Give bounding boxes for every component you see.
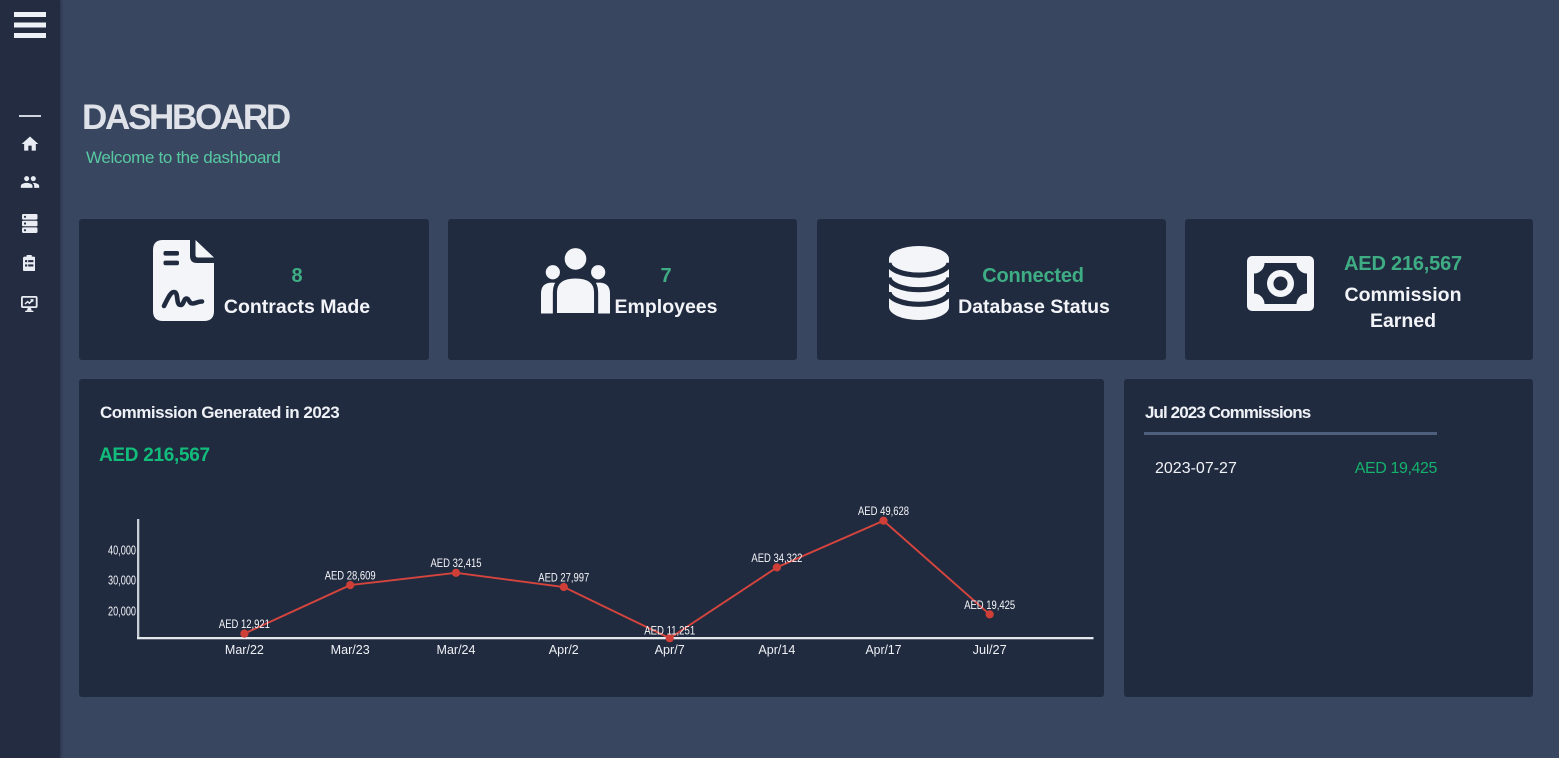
svg-text:Apr/17: Apr/17 [866,643,902,657]
svg-text:AED 27,997: AED 27,997 [538,573,589,585]
svg-text:AED 19,425: AED 19,425 [964,600,1015,612]
svg-text:40,000: 40,000 [108,543,136,558]
svg-text:AED 11,251: AED 11,251 [644,626,695,638]
svg-text:20,000: 20,000 [108,604,136,619]
svg-text:Apr/14: Apr/14 [758,643,795,657]
svg-text:Apr/7: Apr/7 [655,643,685,657]
svg-text:30,000: 30,000 [108,573,136,588]
svg-text:AED 12,921: AED 12,921 [219,619,270,631]
svg-text:AED 28,609: AED 28,609 [325,571,376,583]
svg-text:AED 32,415: AED 32,415 [431,558,482,570]
svg-text:Mar/23: Mar/23 [331,643,370,657]
svg-text:Mar/22: Mar/22 [225,643,264,657]
svg-text:Jul/27: Jul/27 [973,643,1007,657]
svg-text:Apr/2: Apr/2 [549,643,579,657]
svg-text:AED 49,628: AED 49,628 [858,506,909,518]
svg-text:AED 34,322: AED 34,322 [751,553,802,565]
svg-text:Mar/24: Mar/24 [437,643,476,657]
